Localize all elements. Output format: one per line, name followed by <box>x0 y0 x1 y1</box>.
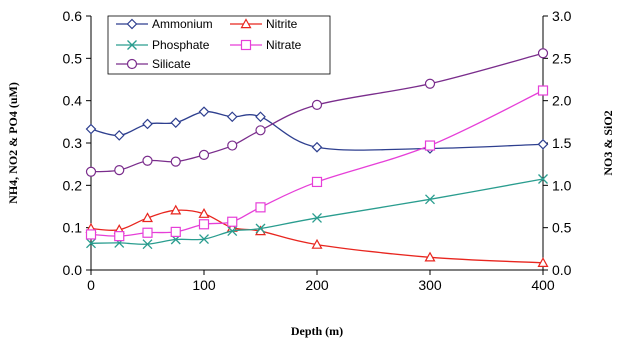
x-tick-label: 200 <box>305 277 329 293</box>
legend-marker-silicate <box>126 58 138 70</box>
y-left-tick-label: 0.3 <box>63 135 83 151</box>
data-point-phosphate <box>86 238 96 249</box>
y-right-tick-label: 1.5 <box>552 135 572 151</box>
data-point-nitrite <box>311 238 323 249</box>
y-left-tick-label: 0.0 <box>63 262 83 278</box>
x-axis-title: Depth (m) <box>291 324 343 338</box>
data-point-silicate <box>198 149 210 160</box>
data-point-nitrate <box>85 229 97 240</box>
data-point-nitrite <box>170 204 182 215</box>
data-point-nitrite <box>141 212 154 223</box>
data-point-nitrate <box>255 202 266 213</box>
y-axis-left-title: NH4, NO2 & PO4 (uM) <box>6 82 20 204</box>
data-point-nitrite <box>537 257 549 268</box>
data-point-silicate <box>85 166 97 177</box>
data-point-ammonium <box>85 123 97 135</box>
data-point-ammonium <box>113 130 125 141</box>
data-point-phosphate <box>312 212 322 223</box>
data-point-nitrate <box>114 231 125 242</box>
data-point-phosphate <box>227 226 238 237</box>
data-point-phosphate <box>142 239 153 250</box>
legend-label-silicate: Silicate <box>152 57 191 71</box>
data-point-ammonium <box>142 118 153 130</box>
data-point-nitrate <box>198 219 210 230</box>
data-point-nitrite <box>198 207 210 218</box>
data-point-phosphate <box>425 194 435 205</box>
x-tick-label: 100 <box>192 277 216 293</box>
legend-label-ammonium: Ammonium <box>152 17 213 31</box>
data-point-ammonium <box>170 117 182 129</box>
y-right-tick-label: 2.5 <box>552 50 572 66</box>
legend-marker-nitrite <box>240 18 252 29</box>
data-point-nitrate <box>537 85 549 96</box>
y-left-tick-label: 0.5 <box>63 50 83 66</box>
x-tick-label: 400 <box>531 277 555 293</box>
data-point-ammonium <box>255 111 266 123</box>
y-right-tick-label: 1.0 <box>552 177 572 193</box>
series-line-phosphate <box>90 178 544 245</box>
data-point-silicate <box>311 99 323 111</box>
data-point-nitrate <box>424 140 436 151</box>
legend-label-phosphate: Phosphate <box>152 38 210 52</box>
data-point-nitrate <box>227 216 238 227</box>
data-point-phosphate <box>538 174 548 184</box>
x-tick-label: 300 <box>418 277 442 293</box>
tick-labels: 0 100 200 300 4000.00.10.20.30.40.50.60.00.5… <box>63 8 572 293</box>
data-point-nitrate <box>142 227 153 238</box>
y-right-tick-label: 0.0 <box>552 262 572 278</box>
data-point-silicate <box>227 140 238 151</box>
data-point-nitrate <box>311 176 323 188</box>
data-point-silicate <box>170 156 181 167</box>
legend-label-nitrite: Nitrite <box>266 17 298 31</box>
data-point-silicate <box>424 78 436 89</box>
legend-label-nitrate: Nitrate <box>266 38 302 52</box>
data-point-ammonium <box>311 141 323 153</box>
data-point-nitrite <box>424 251 436 262</box>
legend: Ammonium Nitrite Phosphate Nitrate Silicate <box>107 15 331 75</box>
data-point-silicate <box>537 48 549 59</box>
data-point-nitrate <box>170 226 181 237</box>
plot-area <box>85 48 549 268</box>
data-point-phosphate <box>199 234 209 245</box>
data-point-silicate <box>114 164 125 176</box>
y-left-tick-label: 0.1 <box>63 220 83 236</box>
data-point-silicate <box>255 125 266 136</box>
y-right-tick-label: 0.5 <box>552 220 572 236</box>
data-point-ammonium <box>226 111 238 123</box>
x-tick-label: 0 <box>87 277 95 293</box>
legend-marker-ammonium <box>126 18 138 30</box>
y-right-tick-label: 2.0 <box>552 93 572 109</box>
data-point-ammonium <box>198 106 210 118</box>
y-right-tick-label: 3.0 <box>552 8 572 24</box>
data-point-silicate <box>142 155 153 166</box>
y-left-tick-label: 0.2 <box>63 177 83 193</box>
y-left-tick-label: 0.4 <box>63 93 83 109</box>
y-axis-right-title: NO3 & SiO2 <box>601 110 615 175</box>
legend-marker-nitrate <box>240 39 252 51</box>
data-point-ammonium <box>537 138 549 150</box>
y-left-tick-label: 0.6 <box>63 8 83 24</box>
data-point-phosphate <box>255 223 266 234</box>
legend-marker-phosphate <box>127 40 137 50</box>
